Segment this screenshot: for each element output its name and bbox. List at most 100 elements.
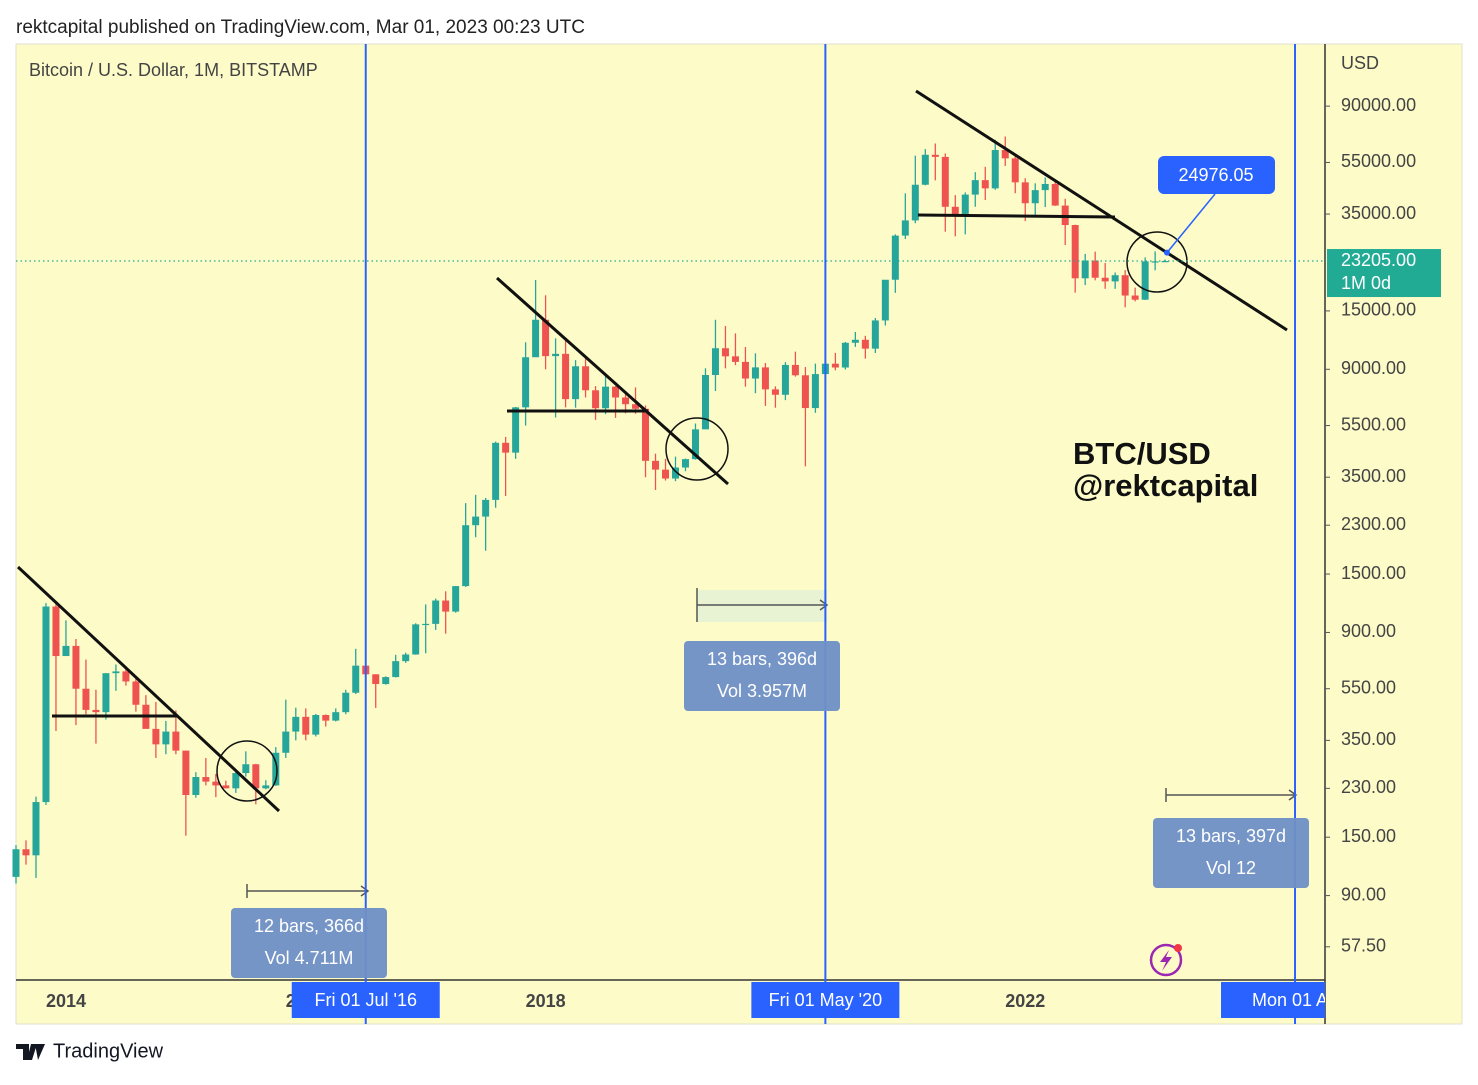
candle-body bbox=[1031, 190, 1039, 204]
callout-box bbox=[1158, 156, 1275, 194]
candle-body bbox=[632, 404, 640, 409]
candle-body bbox=[412, 624, 420, 655]
candle-body bbox=[212, 781, 220, 786]
candle-body bbox=[182, 750, 190, 796]
candle-body bbox=[911, 184, 919, 221]
candle-body bbox=[352, 665, 360, 693]
candle-body bbox=[62, 645, 70, 657]
y-tick-label: 900.00 bbox=[1341, 621, 1396, 641]
candle-body bbox=[1051, 183, 1059, 206]
candle-body bbox=[222, 785, 230, 789]
candle-body bbox=[851, 339, 859, 343]
brand: TradingView bbox=[16, 1040, 164, 1062]
candle-body bbox=[831, 363, 839, 368]
candle-body bbox=[1041, 183, 1049, 191]
candle-body bbox=[761, 367, 769, 390]
candle-body bbox=[542, 319, 550, 357]
candle-body bbox=[12, 849, 20, 877]
candle-body bbox=[122, 671, 130, 682]
y-tick-label: 2300.00 bbox=[1341, 514, 1406, 534]
candle-body bbox=[671, 467, 679, 479]
candle-body bbox=[901, 220, 909, 236]
candle-body bbox=[1161, 261, 1169, 263]
marker-label-box bbox=[291, 982, 440, 1018]
y-tick-label: 90.00 bbox=[1341, 884, 1386, 904]
measure-box bbox=[231, 908, 387, 978]
candle-body bbox=[1011, 158, 1019, 183]
candle-body bbox=[512, 407, 520, 453]
candle-body bbox=[1151, 261, 1159, 263]
candle-body bbox=[731, 356, 739, 362]
candle-body bbox=[502, 442, 510, 453]
brand-name: TradingView bbox=[53, 1040, 164, 1062]
candle-body bbox=[112, 671, 120, 674]
candle-body bbox=[292, 716, 300, 732]
y-tick-label: 5500.00 bbox=[1341, 414, 1406, 434]
candle-body bbox=[392, 661, 400, 678]
marker-label-box bbox=[1221, 982, 1325, 1018]
candle-body bbox=[242, 764, 250, 774]
interval-label: 1M 0d bbox=[1341, 273, 1391, 293]
candle-body bbox=[572, 366, 580, 400]
candle-body bbox=[32, 802, 40, 856]
candle-body bbox=[1071, 225, 1079, 279]
candle-body bbox=[622, 397, 630, 405]
candle-body bbox=[791, 364, 799, 376]
candle-body bbox=[102, 673, 110, 713]
candle-body bbox=[192, 777, 200, 796]
marker-label: Mon 01 Ap bbox=[1252, 990, 1338, 1010]
candle-body bbox=[931, 154, 939, 157]
candle-body bbox=[681, 459, 689, 468]
callout-leader bbox=[1166, 193, 1216, 254]
candle-body bbox=[372, 674, 380, 685]
candle-body bbox=[691, 429, 699, 460]
candle-body bbox=[981, 180, 989, 189]
candle-body bbox=[482, 499, 490, 517]
y-tick-label: 35000.00 bbox=[1341, 203, 1416, 223]
candle-body bbox=[342, 692, 350, 713]
y-tick-label: 55000.00 bbox=[1341, 151, 1416, 171]
trend-line bbox=[915, 89, 1288, 332]
candle-body bbox=[881, 279, 889, 321]
candle-body bbox=[951, 206, 959, 214]
marker-label: Fri 01 Jul '16 bbox=[314, 990, 416, 1010]
candle-body bbox=[532, 319, 540, 358]
candle-body bbox=[322, 715, 330, 721]
callout-label: 24976.05 bbox=[1178, 165, 1253, 185]
measure-label: Vol 12 bbox=[1206, 858, 1256, 878]
candle-body bbox=[582, 366, 590, 391]
candle-body bbox=[432, 600, 440, 624]
candle-body bbox=[891, 235, 899, 280]
candle-body bbox=[971, 180, 979, 195]
candle-body bbox=[771, 389, 779, 395]
candle-body bbox=[52, 606, 60, 657]
annotations bbox=[16, 89, 1288, 813]
candle-body bbox=[202, 777, 210, 782]
candle-body bbox=[612, 386, 620, 398]
candle-body bbox=[871, 320, 879, 349]
y-tick-label: 57.50 bbox=[1341, 936, 1386, 956]
candle-body bbox=[1081, 260, 1089, 279]
y-tick-label: 550.00 bbox=[1341, 677, 1396, 697]
y-tick-label: 230.00 bbox=[1341, 777, 1396, 797]
candle-body bbox=[82, 688, 90, 710]
candle-body bbox=[262, 785, 270, 789]
candle-body bbox=[841, 342, 849, 368]
candle-body bbox=[721, 348, 729, 357]
candle-body bbox=[961, 194, 969, 214]
candle-body bbox=[462, 525, 470, 587]
x-tick-label: 2022 bbox=[1005, 991, 1045, 1011]
candle-body bbox=[42, 606, 50, 803]
trend-line bbox=[16, 565, 281, 813]
candle-body bbox=[1141, 261, 1149, 300]
y-tick-label: 90000.00 bbox=[1341, 95, 1416, 115]
measure-box bbox=[684, 641, 840, 711]
x-tick-label: 2018 bbox=[526, 991, 566, 1011]
breakout-circle bbox=[216, 740, 278, 802]
measure-label: 13 bars, 397d bbox=[1176, 826, 1286, 846]
candle-body bbox=[941, 156, 949, 207]
candle-body bbox=[711, 348, 719, 376]
candle-body bbox=[751, 367, 759, 379]
candle-body bbox=[442, 600, 450, 612]
